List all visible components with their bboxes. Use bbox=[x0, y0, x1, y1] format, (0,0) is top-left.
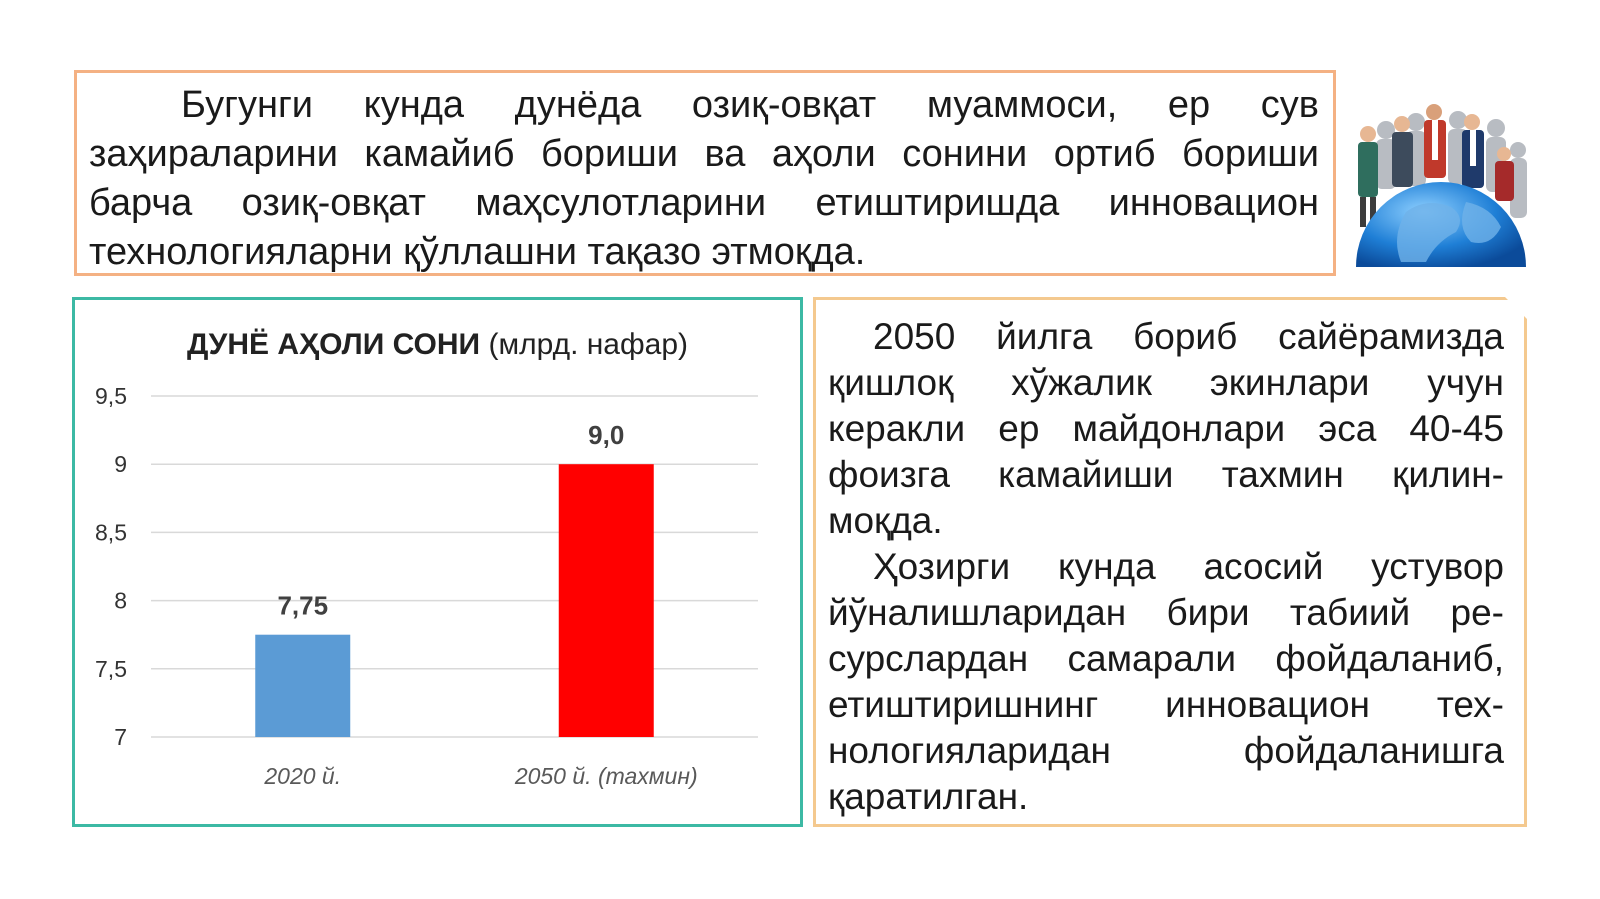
chart-title: ДУНЁ АҲОЛИ СОНИ (млрд. нафар) bbox=[75, 328, 800, 362]
x-tick-label: 2050 й. (тахмин) bbox=[514, 763, 698, 789]
forecast-paragraph-1: 2050 йилга бориб сайёрамизда қишлоқ хўжа… bbox=[828, 316, 1504, 541]
chart-title-unit: (млрд. нафар) bbox=[488, 328, 689, 361]
y-tick-label: 9,5 bbox=[95, 383, 127, 409]
y-tick-label: 8 bbox=[114, 588, 127, 614]
forecast-text-box: 2050 йилга бориб сайёрамизда қишлоқ хўжа… bbox=[813, 297, 1527, 827]
chart-title-main: ДУНЁ АҲОЛИ СОНИ bbox=[186, 328, 481, 361]
forecast-paragraph-2: Ҳозирги кунда асосий устувор йўналишлари… bbox=[828, 546, 1504, 817]
intro-paragraph: Бугунги кунда дунёда озиқ-овқат муаммоси… bbox=[89, 84, 1319, 273]
population-bar-chart: 7 7,5 8 8,5 9 9,5 7,75 2020 й. 9,0 2050 й. (тахми… bbox=[95, 383, 758, 789]
data-label: 9,0 bbox=[588, 420, 624, 450]
x-tick-label: 2020 й. bbox=[263, 763, 341, 789]
bar bbox=[255, 634, 351, 737]
y-tick-label: 7,5 bbox=[95, 656, 127, 682]
intro-text-box: Бугунги кунда дунёда озиқ-овқат муаммоси… bbox=[74, 70, 1336, 276]
y-tick-label: 8,5 bbox=[95, 519, 127, 545]
y-tick-label: 7 bbox=[114, 724, 127, 750]
people-on-globe-image bbox=[1356, 104, 1527, 267]
bar bbox=[558, 464, 654, 737]
folded-corner bbox=[1505, 297, 1527, 319]
data-label: 7,75 bbox=[277, 591, 328, 621]
population-chart-panel: ДУНЁ АҲОЛИ СОНИ (млрд. нафар) 7 7,5 8 8,5 9 9… bbox=[72, 297, 803, 827]
y-tick-label: 9 bbox=[114, 451, 127, 477]
